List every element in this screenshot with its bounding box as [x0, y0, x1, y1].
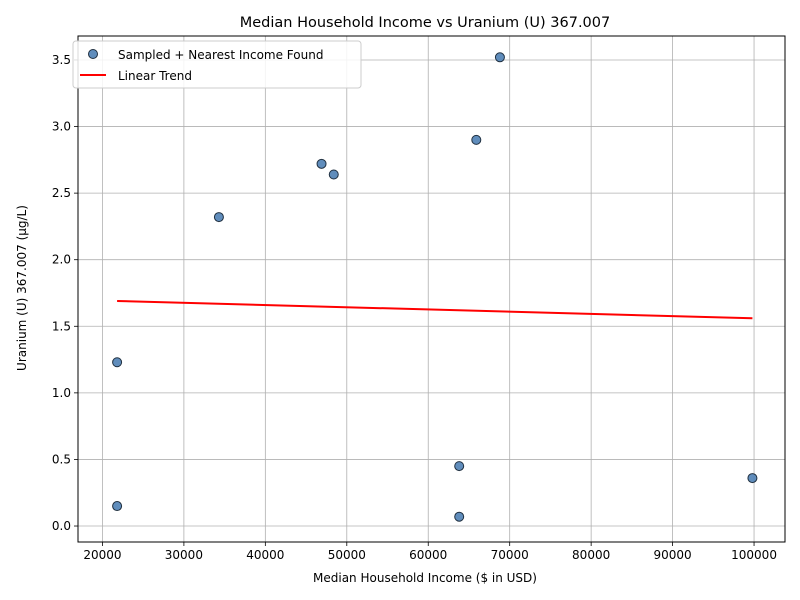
data-point — [213, 212, 224, 223]
data-point — [316, 158, 327, 169]
data-point — [454, 511, 465, 522]
data-point — [494, 52, 505, 63]
y-tick-label: 2.0 — [52, 253, 71, 267]
data-point — [112, 357, 123, 368]
y-tick-label: 0.5 — [52, 452, 71, 466]
trend-layer — [117, 299, 753, 320]
x-axis-label: Median Household Income ($ in USD) — [313, 571, 537, 585]
points-layer — [112, 52, 758, 522]
x-tick-label: 90000 — [654, 548, 692, 562]
legend-label-trend: Linear Trend — [118, 69, 192, 83]
x-axis-ticks: 20000 30000 40000 50000 60000 70000 80000 90000… — [83, 542, 777, 562]
legend-label-scatter: Sampled + Nearest Income Found — [118, 48, 323, 62]
y-tick-label: 0.0 — [52, 519, 71, 533]
y-axis-ticks: 0.0 0.5 1.0 1.5 2.0 2.5 3.0 3.5 — [52, 53, 78, 533]
x-tick-label: 40000 — [246, 548, 284, 562]
data-point — [112, 501, 123, 512]
legend: Sampled + Nearest Income Found Linear Tr… — [72, 40, 362, 89]
data-point — [471, 134, 482, 145]
y-tick-label: 2.5 — [52, 186, 71, 200]
data-point — [747, 473, 758, 484]
x-tick-label: 60000 — [409, 548, 447, 562]
y-tick-label: 3.0 — [52, 120, 71, 134]
x-tick-label: 100000 — [731, 548, 777, 562]
legend-marker-scatter — [88, 49, 98, 59]
legend-box — [72, 40, 362, 89]
y-axis-label: Uranium (U) 367.007 (µg/L) — [15, 205, 29, 371]
y-tick-label: 3.5 — [52, 53, 71, 67]
x-tick-label: 80000 — [572, 548, 610, 562]
x-tick-label: 70000 — [491, 548, 529, 562]
y-tick-label: 1.5 — [52, 319, 71, 333]
x-tick-label: 30000 — [165, 548, 203, 562]
axes-frame — [77, 35, 786, 543]
y-tick-label: 1.0 — [52, 386, 71, 400]
x-tick-label: 20000 — [83, 548, 121, 562]
grid — [78, 36, 785, 542]
x-tick-label: 50000 — [328, 548, 366, 562]
data-point — [454, 461, 465, 472]
trend-line — [117, 299, 753, 320]
chart-title: Median Household Income vs Uranium (U) 3… — [240, 15, 611, 31]
data-point — [328, 169, 339, 180]
